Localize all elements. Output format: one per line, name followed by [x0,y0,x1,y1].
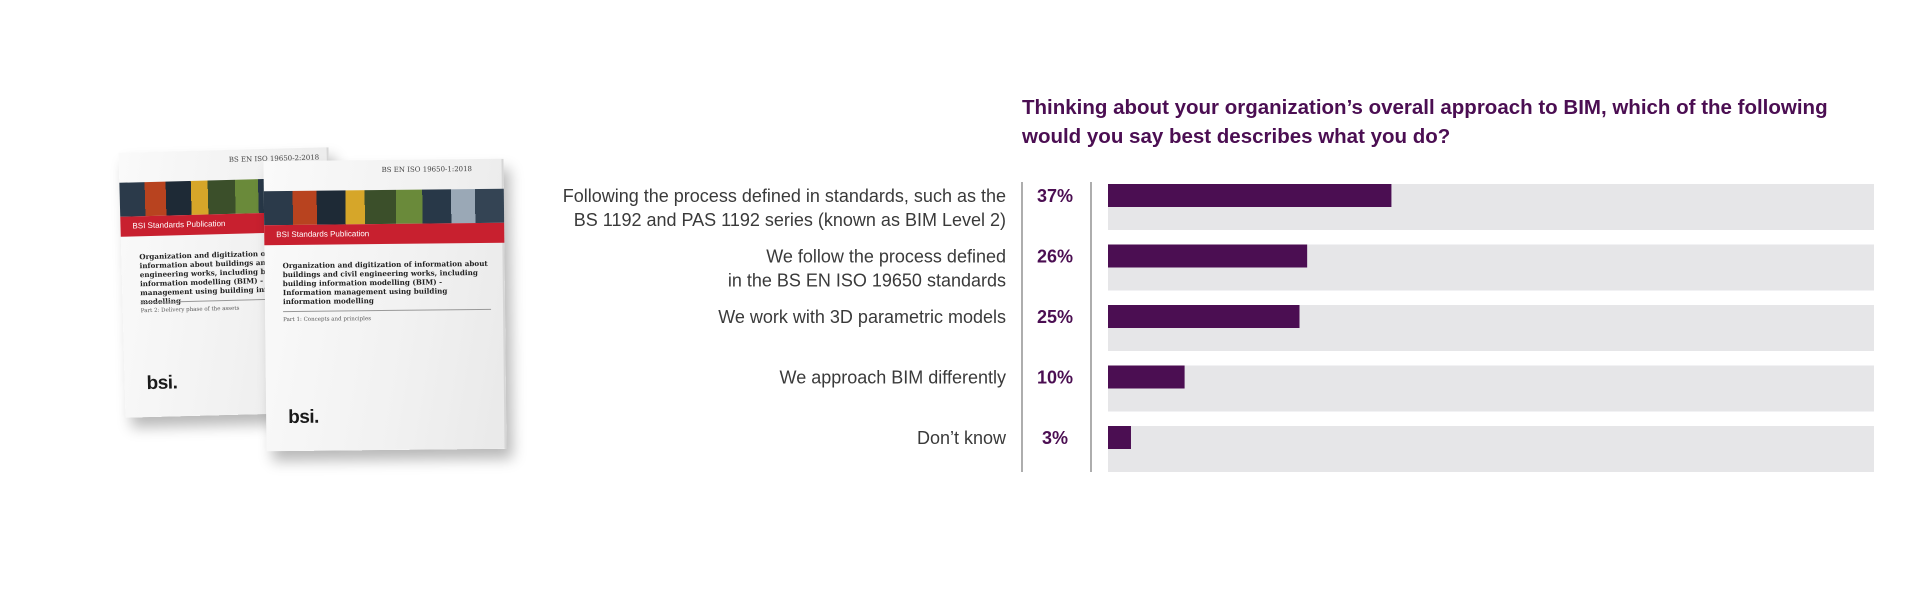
category-label-line: BS 1192 and PAS 1192 series (known as BI… [574,210,1006,230]
bar-3 [1108,365,1185,389]
value-label: 3% [1042,428,1068,448]
category-label-line: Following the process defined in standar… [563,186,1006,206]
value-label: 10% [1037,368,1073,388]
category-label-line: We follow the process defined [766,247,1006,267]
value-label: 25% [1037,307,1073,327]
category-label: Following the process defined in standar… [563,186,1006,230]
chart-title: Thinking about your organization’s overa… [1022,96,1828,148]
category-label-line: We work with 3D parametric models [718,307,1006,327]
bar-2 [1108,305,1300,328]
category-label: We work with 3D parametric models [718,307,1006,327]
value-label: 26% [1037,247,1073,267]
value-label: 37% [1037,186,1073,206]
category-label-line: in the BS EN ISO 19650 standards [728,271,1006,291]
category-label: We follow the process defined in the BS E… [728,247,1006,291]
bar-1 [1108,244,1308,268]
bar-track [1108,365,1874,412]
category-label: We approach BIM differently [780,368,1006,388]
bar-track [1108,426,1874,472]
category-label: Don’t know [917,428,1007,448]
bar-4 [1108,426,1131,449]
bar-0 [1108,184,1392,207]
category-label-line: Don’t know [917,428,1007,448]
category-label-line: We approach BIM differently [780,368,1006,388]
